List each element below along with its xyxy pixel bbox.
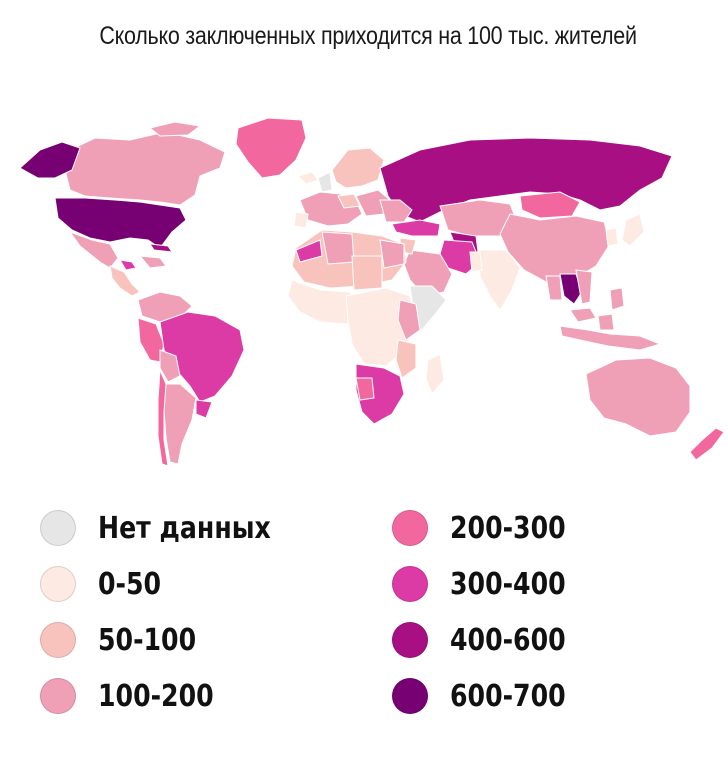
legend-item-300-400: 300-400 (392, 562, 588, 606)
region-canada (64, 131, 226, 206)
legend-item-50-100: 50-100 (40, 618, 215, 662)
legend-item-600-700: 600-700 (392, 674, 588, 718)
region-indonesia (559, 325, 662, 351)
legend-swatch (40, 510, 76, 546)
region-scandinavia (331, 147, 385, 189)
legend-label: 600-700 (450, 678, 566, 714)
world-map (0, 60, 728, 480)
region-alaska (19, 141, 81, 179)
legend-label: 200-300 (450, 510, 566, 546)
legend-swatch (392, 566, 428, 602)
region-colombia-venezuela (137, 291, 193, 323)
map-title: Сколько заключенных приходится на 100 ты… (99, 22, 637, 50)
legend-swatch (40, 622, 76, 658)
region-argentina (163, 383, 197, 465)
legend-swatch (392, 510, 428, 546)
legend-label: 50-100 (98, 622, 197, 658)
legend-item-0-50: 0-50 (40, 562, 173, 606)
region-russia (379, 137, 673, 223)
region-chile (157, 369, 169, 467)
region-bolivia (159, 349, 181, 383)
region-turkey (391, 219, 441, 237)
legend-item-100-200: 100-200 (40, 674, 236, 718)
region-uruguay (195, 399, 213, 419)
legend-label: 100-200 (98, 678, 214, 714)
region-new-zealand (689, 427, 725, 461)
region-greenland (235, 117, 307, 179)
region-australia (585, 357, 691, 437)
legend-item-400-600: 400-600 (392, 618, 588, 662)
legend-label: Нет данных (98, 510, 271, 546)
region-thailand (559, 273, 583, 305)
region-usa (54, 197, 187, 249)
legend-label: 0-50 (98, 566, 162, 602)
legend-swatch (40, 566, 76, 602)
legend-item-200-300: 200-300 (392, 506, 588, 550)
map-legend: Нет данных 0-50 50-100 100-200 200-300 3… (0, 500, 728, 750)
region-west-africa (287, 279, 361, 325)
region-india (477, 249, 521, 311)
legend-label: 400-600 (450, 622, 566, 658)
legend-item-no-data: Нет данных (40, 506, 304, 550)
legend-swatch (40, 678, 76, 714)
legend-swatch (392, 678, 428, 714)
legend-label: 300-400 (450, 566, 566, 602)
legend-swatch (392, 622, 428, 658)
